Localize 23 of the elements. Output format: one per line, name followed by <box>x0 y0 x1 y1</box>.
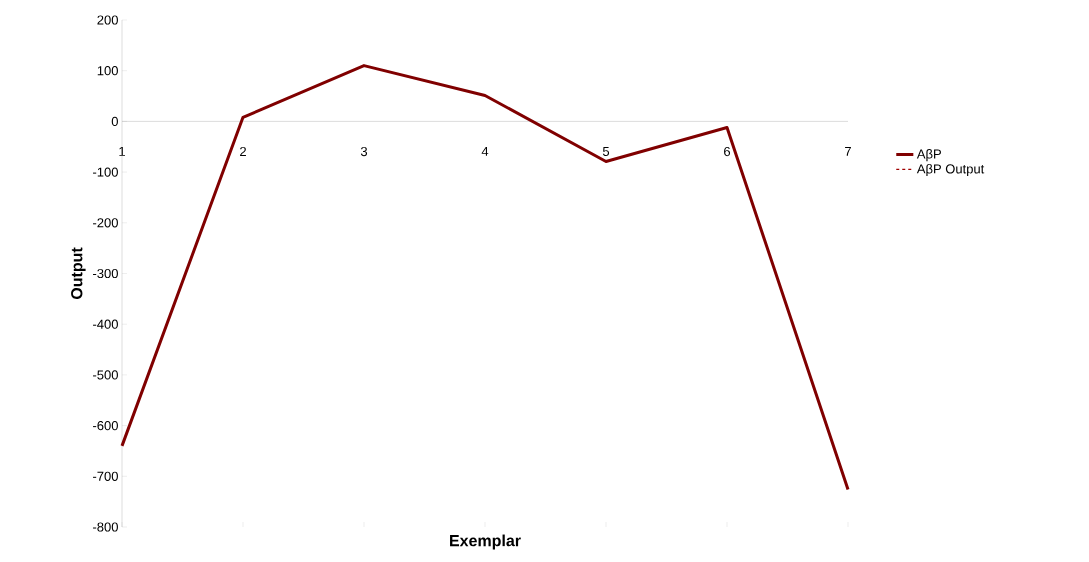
x-tick-label: 1 <box>119 146 125 156</box>
y-tick-label: -400 <box>93 319 118 329</box>
x-axis-title: Exemplar <box>450 534 521 550</box>
x-tick-label: 4 <box>481 146 489 156</box>
y-tick-label: -100 <box>93 167 118 177</box>
y-tick-label: -300 <box>93 268 118 279</box>
y-tick-label: -700 <box>93 471 118 481</box>
y-tick-label: -600 <box>93 420 118 431</box>
y-axis-title: Output <box>71 247 86 300</box>
x-tick-label: 5 <box>602 146 610 156</box>
line-series <box>120 64 850 491</box>
x-tick-label: 3 <box>360 146 368 157</box>
y-tick-label: -200 <box>93 218 118 228</box>
y-tick-label: 200 <box>97 15 118 25</box>
x-tick-label: 2 <box>240 146 246 156</box>
y-tick-label: 0 <box>111 116 118 126</box>
y-tick-label: -800 <box>93 522 118 532</box>
legend-label: AβP <box>916 149 941 162</box>
legend-label: AβP Output <box>916 163 985 177</box>
y-tick-label: -500 <box>93 370 118 380</box>
x-tick-label: 7 <box>845 146 851 156</box>
y-tick-label: 100 <box>97 66 118 76</box>
x-tick-label: 6 <box>724 146 731 157</box>
